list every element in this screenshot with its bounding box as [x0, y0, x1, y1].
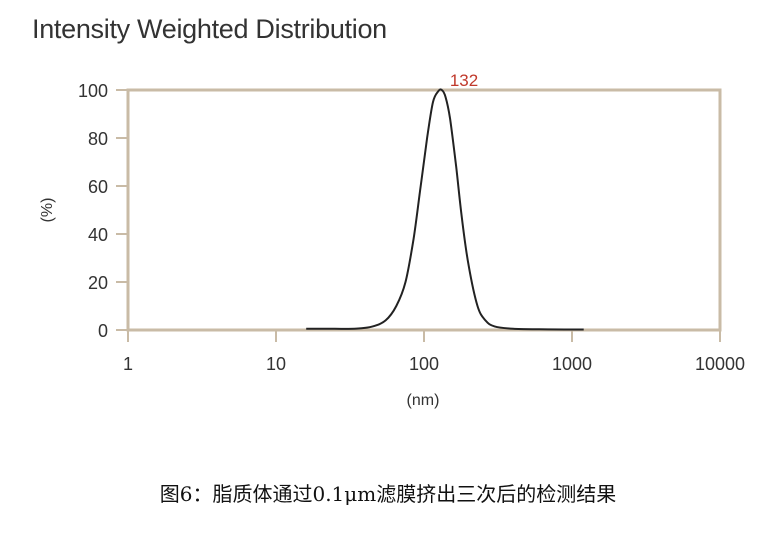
- x-tick-label: 1000: [552, 354, 592, 374]
- y-axis-ticks: 0 20 40 60 80 100: [78, 81, 128, 341]
- plot-frame-rect: [126, 88, 722, 332]
- distribution-chart: 0 20 40 60 80 100 1 10 100 1000 10000 (%) (nm) 13…: [39, 71, 745, 409]
- figure-caption: 图6：脂质体通过0.1μm滤膜挤出三次后的检测结果: [159, 482, 617, 506]
- y-tick-label: 20: [88, 273, 108, 293]
- series-line: [306, 88, 584, 331]
- y-tick-label: 80: [88, 129, 108, 149]
- chart-title: Intensity Weighted Distribution: [32, 14, 387, 44]
- x-tick-label: 100: [409, 354, 439, 374]
- x-tick-label: 10000: [695, 354, 745, 374]
- plot-frame: [126, 88, 722, 332]
- x-axis-label: (nm): [407, 392, 440, 409]
- y-tick-label: 60: [88, 177, 108, 197]
- y-tick-label: 0: [98, 321, 108, 341]
- series-layer: [306, 88, 584, 331]
- x-tick-label: 10: [266, 354, 286, 374]
- x-axis-ticks: 1 10 100 1000 10000: [123, 330, 745, 374]
- peak-label: 132: [450, 71, 478, 90]
- y-axis-label: (%): [39, 198, 56, 223]
- y-tick-label: 40: [88, 225, 108, 245]
- x-tick-label: 1: [123, 354, 133, 374]
- y-tick-label: 100: [78, 81, 108, 101]
